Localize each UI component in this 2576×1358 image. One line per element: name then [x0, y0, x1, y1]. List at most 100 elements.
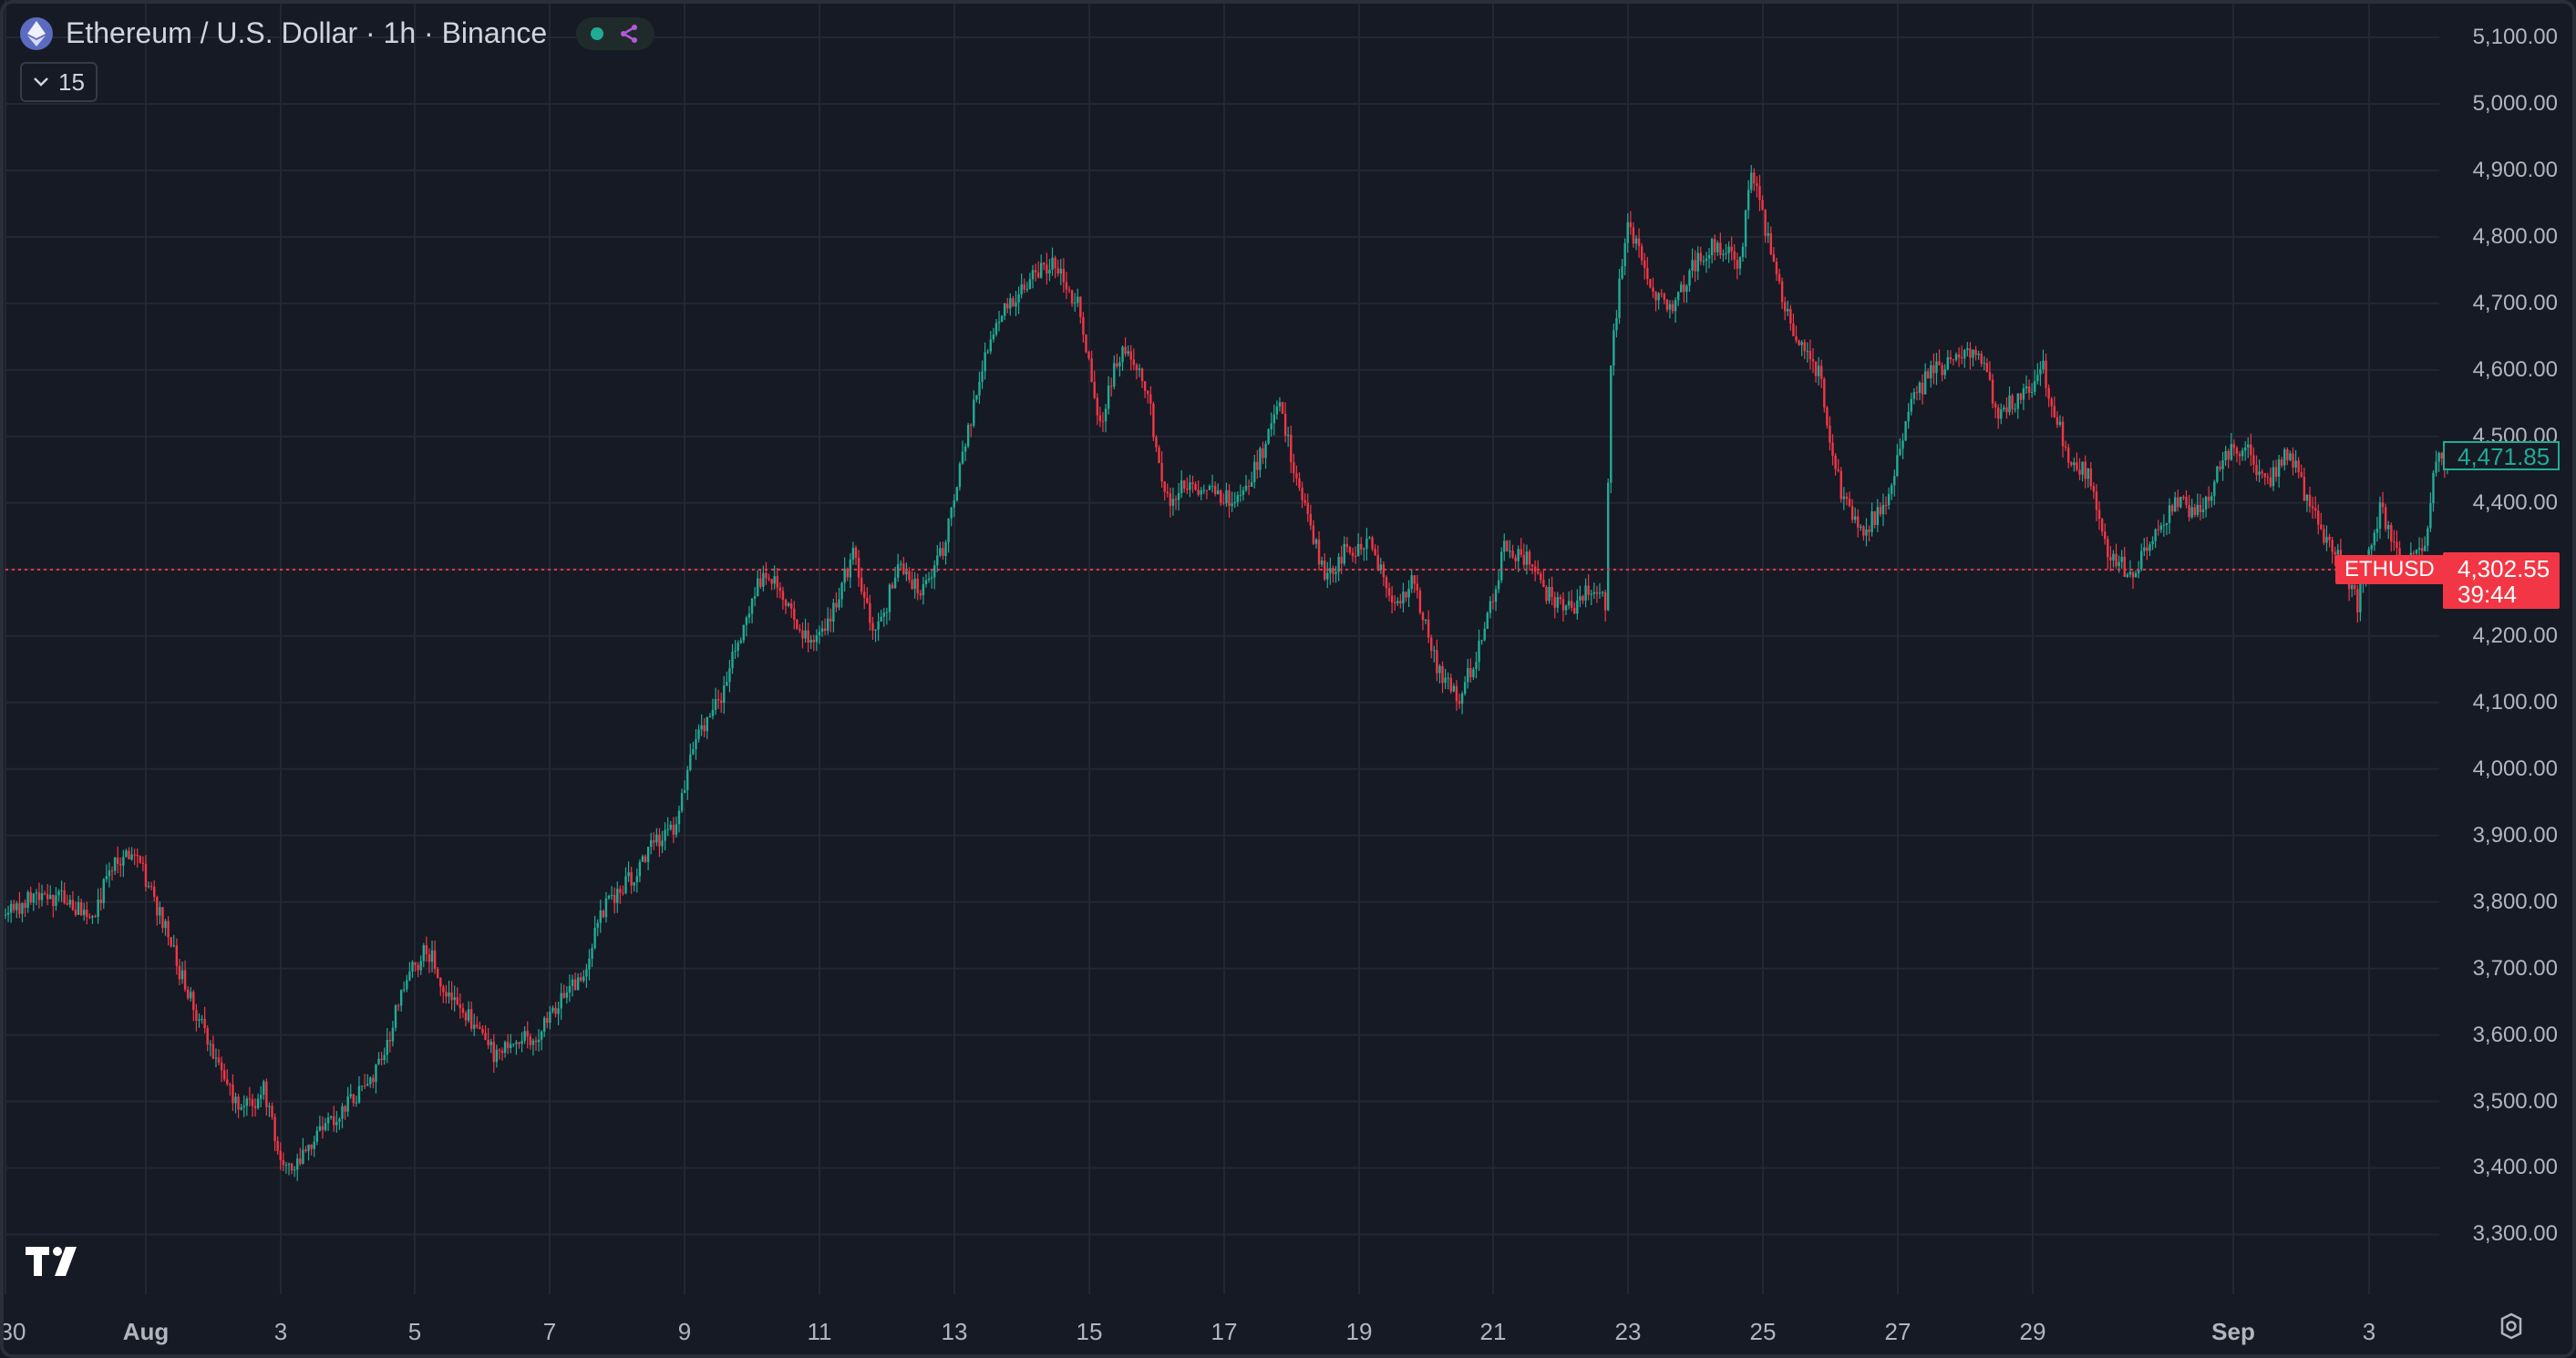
- settings-gear-icon[interactable]: [2498, 1312, 2525, 1344]
- candle-down: [716, 699, 720, 701]
- candle-up: [1680, 284, 1683, 293]
- candle-up: [2030, 392, 2034, 394]
- candle-up: [646, 847, 650, 862]
- candle-up: [1860, 526, 1862, 528]
- candle-down: [2095, 491, 2098, 510]
- candle-up: [1180, 480, 1183, 493]
- candle-down: [2440, 453, 2443, 459]
- candle-down: [1427, 619, 1430, 638]
- market-status-pill[interactable]: [576, 16, 655, 50]
- candle-down: [63, 890, 66, 904]
- candle-down: [1542, 580, 1545, 588]
- candle-up: [453, 997, 456, 1001]
- candle-up: [108, 870, 111, 877]
- candle-up: [984, 352, 986, 372]
- candle-down: [192, 992, 195, 1011]
- candle-up: [2159, 525, 2162, 530]
- candle-up: [1634, 238, 1638, 244]
- candle-up: [6, 912, 10, 915]
- candle-up: [961, 451, 964, 464]
- candle-up: [939, 548, 942, 556]
- candle-up: [366, 1084, 369, 1086]
- candle-down: [2286, 449, 2289, 460]
- candle-up: [2378, 502, 2382, 530]
- candle-down: [1873, 511, 1876, 525]
- candle-up: [125, 850, 128, 858]
- candle-up: [700, 725, 703, 730]
- candle-down: [1814, 361, 1818, 376]
- candle-down: [1792, 323, 1795, 336]
- candle-up: [9, 903, 13, 913]
- candle-down: [2232, 444, 2236, 448]
- candle-up: [2224, 450, 2227, 461]
- candle-down: [860, 577, 863, 592]
- candle-down: [1540, 573, 1542, 581]
- candle-down: [658, 834, 661, 847]
- candle-up: [1727, 246, 1730, 253]
- candle-down: [2317, 510, 2320, 525]
- candle-down: [380, 1058, 383, 1061]
- candle-down: [1158, 447, 1160, 464]
- candle-down: [372, 1077, 375, 1083]
- candle-down: [1520, 549, 1522, 555]
- candle-up: [551, 1007, 554, 1012]
- candle-up: [1236, 495, 1239, 502]
- candle-down: [222, 1070, 226, 1080]
- candle-down: [211, 1044, 215, 1059]
- candle-down: [500, 1050, 504, 1054]
- candle-up: [1503, 540, 1506, 552]
- candle-down: [24, 902, 26, 908]
- candle-down: [1994, 403, 1997, 408]
- candle-up: [329, 1116, 333, 1118]
- candle-up: [734, 650, 737, 653]
- candle-up: [1615, 317, 1618, 331]
- candle-up: [338, 1118, 341, 1122]
- tradingview-logo-icon[interactable]: [26, 1247, 84, 1282]
- time-axis-label: 13: [942, 1318, 968, 1345]
- candle-up: [1467, 668, 1469, 683]
- candle-down: [1348, 547, 1352, 553]
- candle-up: [40, 893, 44, 900]
- candle-up: [1567, 601, 1571, 606]
- time-axis-label: 27: [1885, 1318, 1911, 1345]
- candle-down: [2235, 448, 2239, 454]
- candle-up: [1410, 575, 1413, 590]
- candle-up: [2213, 481, 2216, 497]
- candle-up: [377, 1058, 380, 1065]
- candle-down: [425, 945, 428, 955]
- candle-down: [248, 1098, 252, 1100]
- candle-down: [1152, 403, 1155, 437]
- indicators-collapse-button[interactable]: 15: [20, 62, 98, 102]
- candle-up: [773, 576, 776, 584]
- candle-down: [1345, 543, 1349, 548]
- candle-down: [1533, 566, 1537, 572]
- candle-down: [1991, 379, 1994, 404]
- time-axis-label: 30: [0, 1318, 26, 1345]
- candle-down: [781, 591, 785, 601]
- candle-up: [1329, 568, 1332, 573]
- candle-down: [1436, 650, 1438, 674]
- candle-up: [1200, 490, 1202, 495]
- candle-up: [1747, 190, 1750, 211]
- candle-down: [1354, 556, 1357, 558]
- candle-up: [689, 754, 692, 770]
- candle-down: [86, 910, 88, 918]
- ethereum-logo-icon: [20, 16, 53, 50]
- candle-down: [149, 886, 153, 888]
- candle-up: [473, 1024, 476, 1029]
- candle-down: [857, 557, 860, 578]
- candle-up: [2210, 496, 2213, 501]
- candle-up: [978, 381, 981, 396]
- symbol-title[interactable]: Ethereum / U.S. Dollar · 1h · Binance: [66, 16, 548, 49]
- candle-down: [1985, 363, 1989, 373]
- candle-up: [747, 613, 751, 618]
- candle-up: [2000, 409, 2003, 419]
- candle-up: [997, 322, 1001, 324]
- candle-down: [2050, 398, 2053, 406]
- candle-down: [481, 1028, 484, 1034]
- candle-up: [2427, 528, 2429, 546]
- candle-down: [529, 1036, 532, 1045]
- candle-up: [1881, 504, 1885, 515]
- candle-down: [1228, 490, 1231, 507]
